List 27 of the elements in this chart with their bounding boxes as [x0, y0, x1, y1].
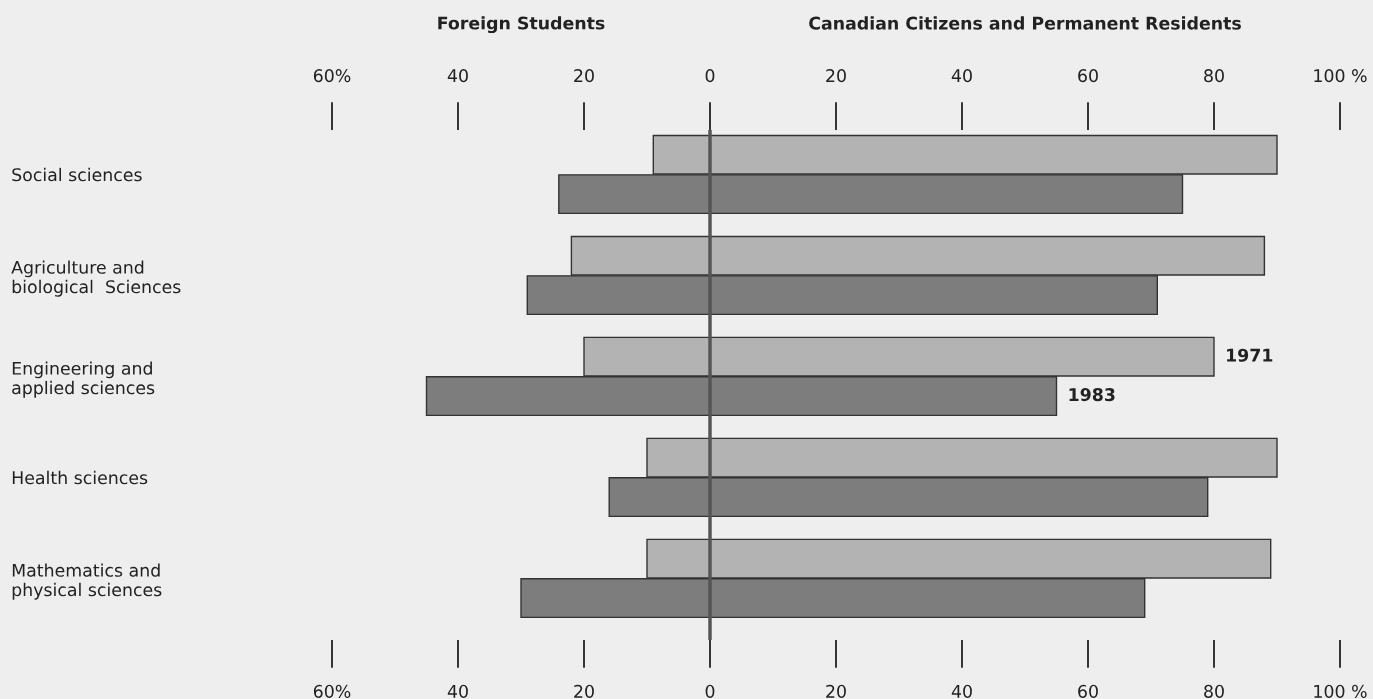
x2-tick-label: 0 [705, 684, 715, 698]
text: Foreign Students [438, 16, 605, 34]
x-tick-label: 0 [705, 69, 715, 83]
x-tick-label: 60% [313, 69, 351, 83]
x-tick-label: 40 [447, 69, 468, 83]
annotation: 1971 [1227, 348, 1273, 362]
x2-tick-label: 60% [313, 684, 351, 698]
x2-tick-label: 20 [826, 684, 846, 698]
x2-tick-label: 80 [1204, 684, 1224, 698]
x-tick-label: 20 [826, 69, 846, 83]
annotation: 1983 [1069, 388, 1115, 402]
y-tick-label: Engineering and applied sciences [12, 361, 155, 398]
x-tick-label: 80 [1204, 69, 1224, 83]
x-tick-label: 60 [1078, 69, 1098, 83]
x2-tick-label: 100 % [1314, 684, 1367, 698]
x2-tick-label: 20 [574, 684, 594, 698]
x2-tick-label: 40 [951, 684, 972, 698]
y-tick-label: Mathematics and physical sciences [12, 563, 162, 600]
y-tick-label: Health sciences [12, 470, 148, 485]
x-tick-label: 40 [951, 69, 972, 83]
x2-tick-label: 40 [447, 684, 468, 698]
x2-tick-label: 60 [1078, 684, 1098, 698]
x-tick-label: 20 [574, 69, 594, 83]
text: Canadian Citizens and Permanent Residents [809, 16, 1241, 30]
x-tick-label: 100 % [1314, 69, 1367, 83]
y-tick-label: Agriculture and biological Sciences [11, 260, 181, 297]
y-tick-label: Social sciences [12, 167, 142, 182]
